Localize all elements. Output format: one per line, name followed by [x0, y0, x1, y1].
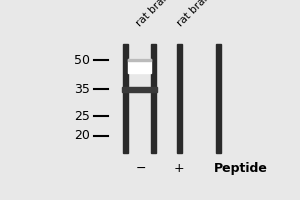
Text: 50: 50	[74, 54, 90, 67]
Bar	[177, 44, 182, 153]
Text: Peptide: Peptide	[214, 162, 268, 175]
Bar	[123, 44, 128, 153]
Bar	[216, 44, 221, 153]
Text: +: +	[173, 162, 184, 175]
Text: rat brain: rat brain	[134, 0, 173, 29]
Bar	[128, 59, 151, 61]
Text: 35: 35	[74, 83, 90, 96]
Bar	[128, 59, 151, 73]
Text: 20: 20	[74, 129, 90, 142]
Text: rat brain: rat brain	[176, 0, 215, 29]
Bar	[151, 44, 156, 153]
Text: −: −	[136, 162, 146, 175]
Text: 25: 25	[74, 110, 90, 123]
Bar	[122, 87, 158, 92]
